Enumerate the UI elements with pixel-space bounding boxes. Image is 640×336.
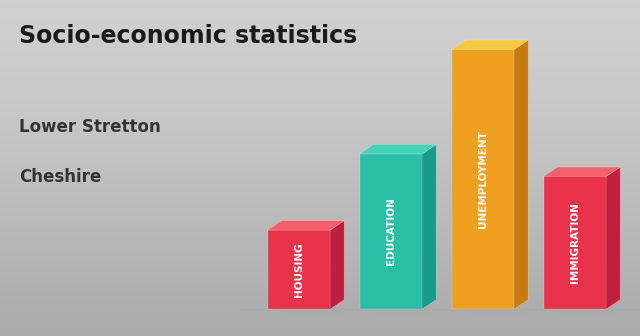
Polygon shape — [452, 309, 535, 314]
Text: Cheshire: Cheshire — [19, 168, 102, 186]
Polygon shape — [543, 167, 620, 176]
Polygon shape — [360, 144, 436, 154]
Text: Socio-economic statistics: Socio-economic statistics — [19, 24, 358, 47]
Polygon shape — [422, 144, 436, 309]
Text: Lower Stretton: Lower Stretton — [19, 118, 161, 136]
Polygon shape — [543, 176, 606, 309]
Polygon shape — [606, 167, 620, 309]
Polygon shape — [330, 221, 344, 309]
Polygon shape — [268, 230, 330, 309]
Polygon shape — [360, 309, 443, 314]
Text: UNEMPLOYMENT: UNEMPLOYMENT — [478, 130, 488, 228]
Polygon shape — [452, 49, 514, 309]
Polygon shape — [268, 309, 351, 314]
Polygon shape — [514, 40, 528, 309]
Polygon shape — [360, 154, 422, 309]
Text: IMMIGRATION: IMMIGRATION — [570, 202, 580, 283]
Text: EDUCATION: EDUCATION — [386, 198, 396, 265]
Polygon shape — [543, 309, 627, 314]
Text: HOUSING: HOUSING — [294, 242, 304, 297]
Polygon shape — [452, 40, 528, 49]
Polygon shape — [268, 221, 344, 230]
